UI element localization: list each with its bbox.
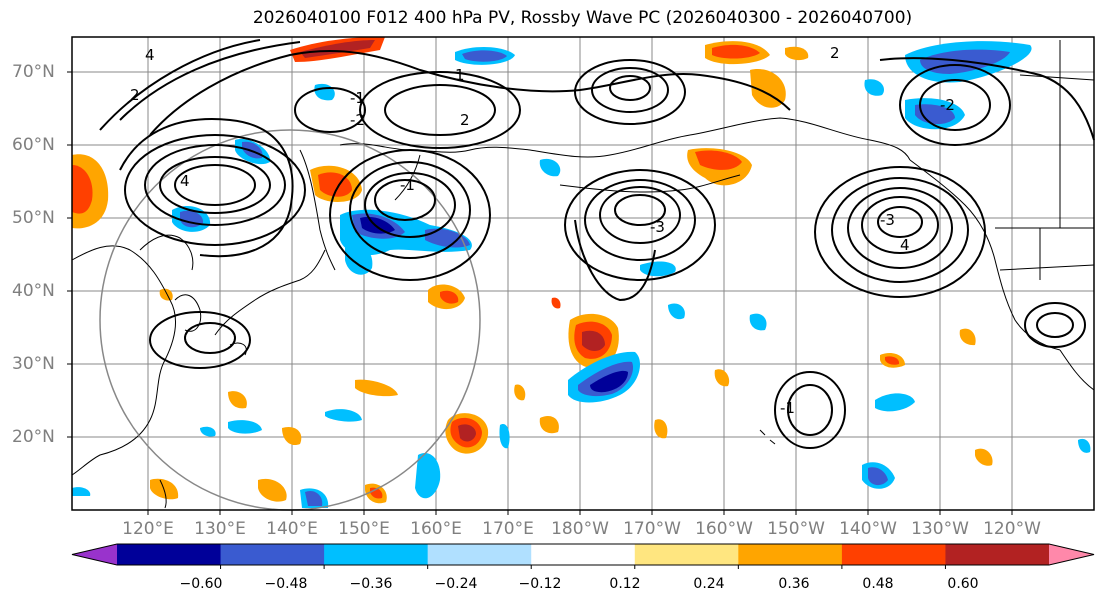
contour-label: -1: [400, 176, 415, 194]
colorbar-outline: [71, 543, 1095, 566]
lon-label: 130°E: [194, 519, 246, 539]
contour-label: 4: [145, 46, 155, 64]
map-title: 2026040100 F012 400 hPa PV, Rossby Wave …: [252, 8, 913, 28]
colorbar: [71, 543, 1095, 569]
colorbar-tick-label: −0.24: [434, 576, 478, 592]
colorbar-segment: [841, 544, 946, 565]
lon-label: 140°W: [839, 519, 897, 539]
contour-label: 4: [900, 236, 910, 254]
contours: [99, 39, 1095, 449]
lon-label: 170°E: [482, 519, 534, 539]
contour-label: -1: [780, 399, 795, 417]
colorbar-tick-label: −0.48: [264, 576, 308, 592]
lon-label: 150°W: [767, 519, 825, 539]
lat-label: 70°N: [12, 62, 55, 82]
lon-label: 180°W: [551, 519, 609, 539]
contour-labels: 4 -1 2 -2 1 2 -1 -3 4 -3 -1 4 2 -2: [130, 44, 955, 417]
contour-label: -3: [880, 211, 895, 229]
axis-ticks: [67, 71, 1013, 515]
colorbar-tick-label: −0.12: [518, 576, 562, 592]
lon-label: 160°E: [410, 519, 462, 539]
lat-label: 50°N: [12, 208, 55, 228]
contour-label: 1: [455, 66, 465, 84]
colorbar-tick-label: 0.48: [862, 576, 894, 592]
lon-label: 160°W: [695, 519, 753, 539]
colorbar-tick-label: 0.60: [947, 576, 979, 592]
colorbar-segment: [324, 544, 429, 565]
colorbar-segment: [117, 544, 222, 565]
colorbar-segment: [427, 544, 532, 565]
colorbar-tick-label: 0.36: [778, 576, 810, 592]
colorbar-segment: [945, 544, 1050, 565]
lon-label: 130°W: [911, 519, 969, 539]
lat-label: 60°N: [12, 135, 55, 155]
lon-label: 140°E: [266, 519, 318, 539]
colorbar-extend-low: [72, 544, 117, 565]
colorbar-tick-label: −0.60: [179, 576, 223, 592]
lat-label: 40°N: [12, 281, 55, 301]
contour-label: -3: [650, 218, 665, 236]
lon-label: 120°W: [983, 519, 1041, 539]
colorbar-segment: [531, 544, 636, 565]
lon-label: 170°W: [623, 519, 681, 539]
lat-label: 30°N: [12, 354, 55, 374]
colorbar-segment: [634, 544, 739, 565]
colorbar-extend-high: [1049, 544, 1094, 565]
contour-label: -2: [940, 96, 955, 114]
map-frame: [71, 36, 1095, 511]
contour-label: 2: [460, 111, 470, 129]
lon-label: 150°E: [338, 519, 390, 539]
colorbar-segment: [738, 544, 843, 565]
contour-label: -2: [350, 111, 365, 129]
lon-label: 120°E: [122, 519, 174, 539]
lat-label: 20°N: [12, 427, 55, 447]
pv-shading: [72, 36, 1091, 508]
contour-label: 2: [830, 44, 840, 62]
colorbar-tick-label: 0.24: [693, 576, 725, 592]
contour-label: 4: [180, 172, 190, 190]
contour-label: 2: [130, 86, 140, 104]
contour-label: -1: [350, 89, 365, 107]
colorbar-tick-label: 0.12: [609, 576, 641, 592]
colorbar-tick-label: −0.36: [349, 576, 393, 592]
colorbar-segment: [220, 544, 325, 565]
